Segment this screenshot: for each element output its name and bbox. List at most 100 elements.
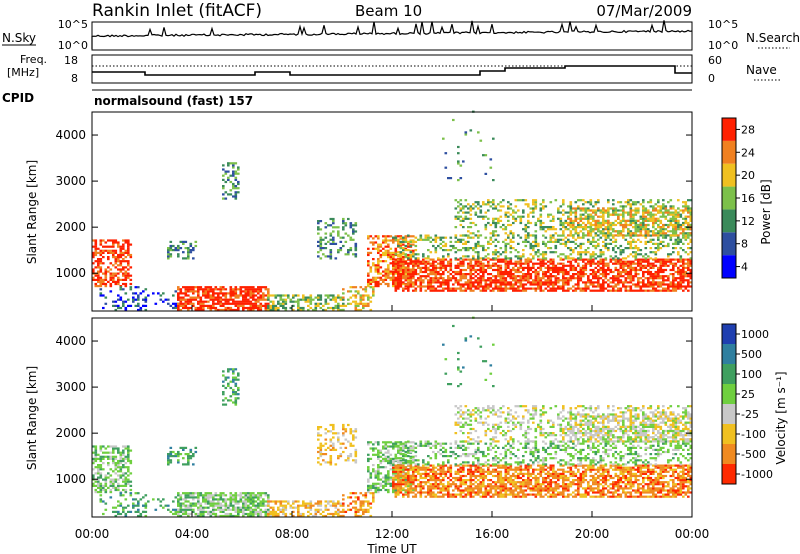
power-cell — [397, 243, 400, 246]
power-cell — [199, 304, 203, 307]
power-cell — [599, 215, 603, 218]
power-cell — [484, 223, 488, 227]
velocity-cell — [242, 500, 245, 503]
power-cell — [654, 273, 658, 276]
power-cell — [552, 226, 555, 229]
velocity-cell — [267, 500, 270, 503]
power-cell — [237, 296, 240, 299]
velocity-cell — [362, 512, 365, 516]
power-cell — [114, 280, 118, 283]
velocity-cell — [319, 502, 323, 505]
power-cell — [542, 226, 545, 229]
power-cell — [682, 275, 685, 278]
power-cell — [629, 287, 633, 290]
power-cell — [544, 226, 548, 229]
power-cell — [414, 257, 418, 260]
power-cell — [644, 217, 648, 220]
power-cell — [409, 244, 413, 248]
velocity-cell — [92, 459, 95, 463]
velocity-cell — [104, 482, 108, 485]
power-cell — [564, 279, 568, 282]
power-cell — [579, 217, 583, 220]
power-cell — [602, 219, 605, 222]
power-cell — [577, 199, 580, 202]
power-cell — [97, 278, 100, 281]
power-cell — [464, 268, 468, 272]
freq-tick-top: 18 — [64, 54, 78, 67]
power-cell — [657, 201, 660, 204]
power-cell — [679, 264, 683, 267]
power-cell — [442, 255, 445, 258]
power-cell — [634, 209, 638, 212]
power-cell — [637, 230, 640, 233]
power-cell — [682, 228, 685, 231]
power-cell — [457, 279, 460, 282]
power-cell — [454, 289, 458, 292]
power-cell — [689, 232, 693, 235]
power-cell — [679, 283, 683, 286]
velocity-cell — [224, 500, 228, 503]
power-cell — [542, 260, 545, 263]
power-cell — [417, 279, 420, 282]
power-cell — [119, 264, 123, 267]
power-cell — [642, 270, 645, 274]
power-cell — [457, 262, 460, 265]
power-cell — [589, 257, 593, 260]
power-cell — [607, 226, 610, 229]
power-cell — [454, 277, 458, 280]
power-cell — [192, 286, 195, 289]
power-cell — [672, 215, 675, 218]
power-cell — [592, 215, 595, 218]
power-cell — [204, 296, 208, 299]
power-cell — [632, 203, 635, 206]
velocity-cell — [317, 508, 320, 511]
power-cell — [477, 230, 480, 233]
power-cell — [392, 236, 395, 239]
power-cell — [589, 258, 593, 261]
power-cell — [439, 273, 443, 276]
power-cell — [314, 308, 318, 312]
power-cell — [299, 298, 303, 301]
power-cell — [527, 213, 530, 216]
power-cell — [552, 268, 555, 272]
power-cell — [577, 285, 580, 288]
power-cell — [367, 278, 370, 281]
power-cell — [582, 228, 585, 231]
power-cell — [582, 266, 585, 269]
power-cell — [362, 298, 365, 301]
power-cell — [307, 296, 310, 299]
power-cell — [182, 257, 185, 260]
power-cell — [399, 270, 403, 273]
power-cell — [637, 228, 640, 231]
power-cell — [562, 213, 565, 216]
power-cell — [544, 205, 548, 208]
power-cell — [434, 287, 438, 290]
power-cell — [559, 257, 563, 260]
power-cell — [639, 230, 643, 233]
power-cell — [439, 238, 443, 241]
power-cell — [597, 264, 600, 267]
power-cell — [607, 242, 610, 245]
power-cell — [502, 199, 505, 202]
power-cell — [129, 278, 133, 281]
power-cell — [502, 279, 505, 282]
power-cell — [364, 302, 368, 305]
power-cell — [184, 257, 188, 260]
power-cell — [469, 268, 473, 272]
power-cell — [469, 287, 473, 290]
power-cell — [644, 270, 648, 274]
power-cell — [447, 177, 450, 180]
velocity-cell — [252, 514, 255, 518]
power-cell — [687, 236, 690, 239]
power-cell — [372, 247, 375, 250]
power-cell — [469, 283, 473, 286]
power-cell — [572, 236, 575, 239]
velocity-cell — [214, 492, 218, 495]
power-cell — [394, 249, 398, 252]
power-cell — [669, 262, 673, 265]
power-cell — [112, 245, 115, 248]
power-cell — [629, 270, 633, 274]
power-cell — [419, 260, 423, 263]
power-cell — [552, 258, 555, 261]
power-cell — [482, 249, 485, 252]
